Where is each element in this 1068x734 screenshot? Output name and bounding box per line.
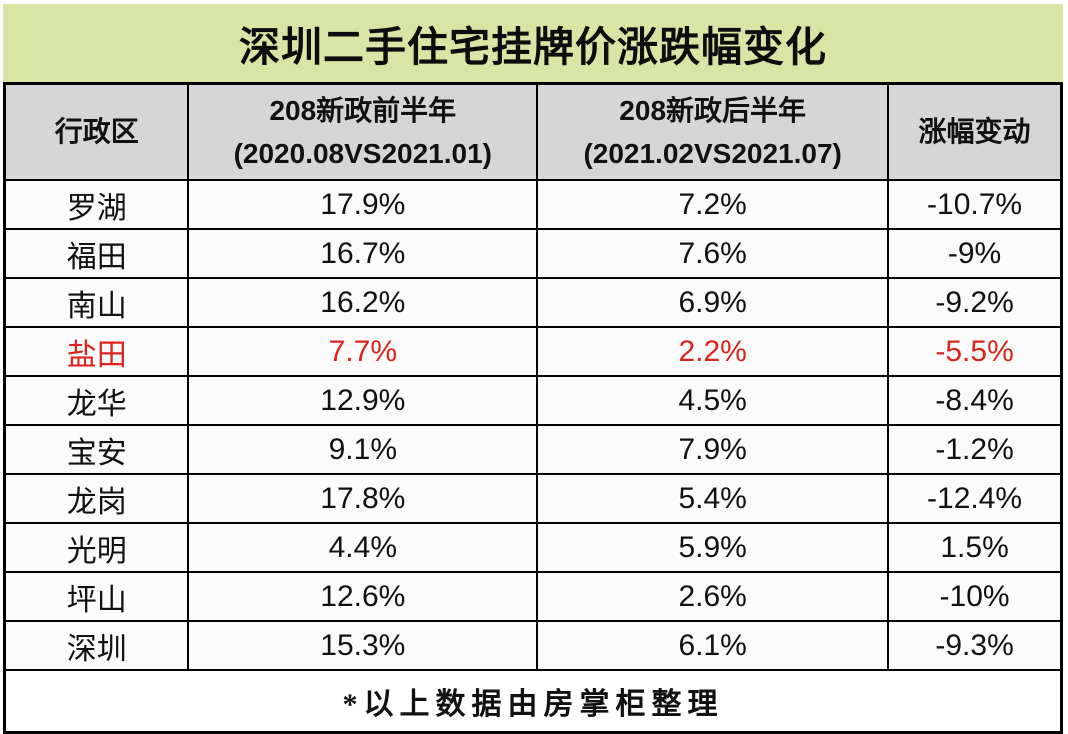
after-cell: 4.5% <box>536 375 890 426</box>
before-cell: 16.2% <box>187 277 539 328</box>
table-row: 罗湖 17.9% 7.2% -10.7% <box>3 179 1063 230</box>
header-before-policy: 208新政前半年 (2020.08VS2021.01) <box>187 82 539 181</box>
table-row: 盐田 7.7% 2.2% -5.5% <box>3 326 1063 377</box>
district-cell: 龙华 <box>3 375 190 426</box>
footer-row: *以上数据由房掌柜整理 <box>3 669 1063 734</box>
header-after-line1: 208新政后半年 <box>619 94 807 126</box>
header-after-line2: (2021.02VS2021.07) <box>583 138 842 169</box>
district-cell: 宝安 <box>3 424 190 475</box>
district-cell: 罗湖 <box>3 179 190 230</box>
table-row: 龙华 12.9% 4.5% -8.4% <box>3 375 1063 426</box>
change-cell: -9.2% <box>887 277 1063 328</box>
before-cell: 12.9% <box>187 375 539 426</box>
after-cell: 6.9% <box>536 277 890 328</box>
table-header: 行政区 208新政前半年 (2020.08VS2021.01) 208新政后半年… <box>3 82 1063 181</box>
table-row: 深圳 15.3% 6.1% -9.3% <box>3 620 1063 671</box>
change-cell: -5.5% <box>887 326 1063 377</box>
district-cell: 坪山 <box>3 571 190 622</box>
after-cell: 2.6% <box>536 571 890 622</box>
table-title: 深圳二手住宅挂牌价涨跌幅变化 <box>3 4 1063 82</box>
district-cell: 龙岗 <box>3 473 190 524</box>
before-cell: 15.3% <box>187 620 539 671</box>
before-cell: 16.7% <box>187 228 539 279</box>
table-footer: *以上数据由房掌柜整理 <box>3 669 1063 734</box>
before-cell: 17.8% <box>187 473 539 524</box>
table-row: 南山 16.2% 6.9% -9.2% <box>3 277 1063 328</box>
after-cell: 7.2% <box>536 179 890 230</box>
after-cell: 5.4% <box>536 473 890 524</box>
district-cell: 光明 <box>3 522 190 573</box>
change-cell: -1.2% <box>887 424 1063 475</box>
header-before-line2: (2020.08VS2021.01) <box>233 138 493 169</box>
header-district: 行政区 <box>3 82 190 181</box>
header-before-line1: 208新政前半年 <box>269 94 457 126</box>
change-cell: -12.4% <box>887 473 1063 524</box>
after-cell: 7.9% <box>536 424 890 475</box>
table-row: 坪山 12.6% 2.6% -10% <box>3 571 1063 622</box>
before-cell: 9.1% <box>187 424 539 475</box>
change-cell: -10.7% <box>887 179 1063 230</box>
change-cell: -8.4% <box>887 375 1063 426</box>
table-row: 福田 16.7% 7.6% -9% <box>3 228 1063 279</box>
after-cell: 2.2% <box>536 326 890 377</box>
after-cell: 5.9% <box>536 522 890 573</box>
table-row: 光明 4.4% 5.9% 1.5% <box>3 522 1063 573</box>
before-cell: 17.9% <box>187 179 539 230</box>
change-cell: -10% <box>887 571 1063 622</box>
before-cell: 12.6% <box>187 571 539 622</box>
before-cell: 7.7% <box>187 326 539 377</box>
change-cell: -9% <box>887 228 1063 279</box>
district-cell: 盐田 <box>3 326 190 377</box>
district-cell: 南山 <box>3 277 190 328</box>
after-cell: 7.6% <box>536 228 890 279</box>
footnote: *以上数据由房掌柜整理 <box>3 669 1063 734</box>
table-body: 罗湖 17.9% 7.2% -10.7% 福田 16.7% 7.6% -9% 南… <box>3 179 1063 671</box>
header-change: 涨幅变动 <box>887 82 1063 181</box>
table-row: 龙岗 17.8% 5.4% -12.4% <box>3 473 1063 524</box>
table-row: 宝安 9.1% 7.9% -1.2% <box>3 424 1063 475</box>
change-cell: 1.5% <box>887 522 1063 573</box>
before-cell: 4.4% <box>187 522 539 573</box>
price-change-table: 行政区 208新政前半年 (2020.08VS2021.01) 208新政后半年… <box>3 82 1063 734</box>
change-cell: -9.3% <box>887 620 1063 671</box>
after-cell: 6.1% <box>536 620 890 671</box>
header-row: 行政区 208新政前半年 (2020.08VS2021.01) 208新政后半年… <box>3 82 1063 181</box>
header-after-policy: 208新政后半年 (2021.02VS2021.07) <box>536 82 890 181</box>
district-cell: 福田 <box>3 228 190 279</box>
district-cell: 深圳 <box>3 620 190 671</box>
